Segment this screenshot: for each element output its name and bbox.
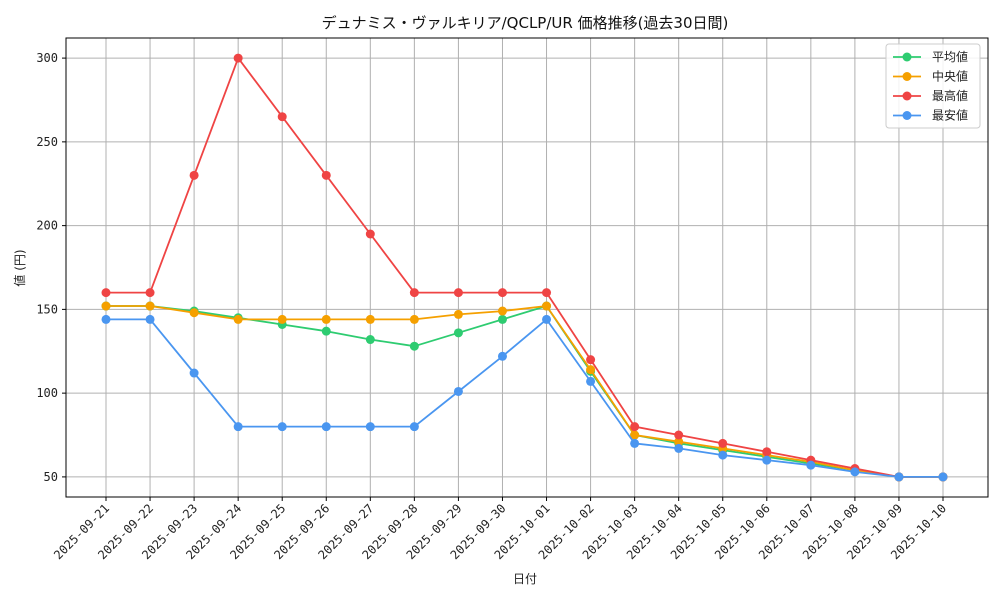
legend-swatch-marker bbox=[902, 91, 912, 101]
series-line bbox=[106, 305, 943, 478]
legend-item: 中央値 bbox=[893, 69, 968, 84]
data-point bbox=[674, 430, 684, 440]
series-1 bbox=[101, 301, 948, 482]
data-point bbox=[497, 351, 507, 361]
data-point bbox=[321, 314, 331, 324]
data-point bbox=[145, 301, 155, 311]
data-point bbox=[409, 288, 419, 298]
data-point bbox=[233, 314, 243, 324]
data-point bbox=[189, 170, 199, 180]
y-tick-label: 50 bbox=[44, 470, 58, 484]
data-point bbox=[938, 472, 948, 482]
data-point bbox=[189, 308, 199, 318]
series-2 bbox=[101, 301, 948, 482]
data-point bbox=[630, 430, 640, 440]
data-point bbox=[321, 422, 331, 432]
data-point bbox=[101, 301, 111, 311]
data-point bbox=[145, 288, 155, 298]
series-line bbox=[106, 305, 943, 478]
data-point bbox=[277, 422, 287, 432]
x-axis-ticks: 2025-09-212025-09-222025-09-232025-09-24… bbox=[51, 497, 949, 562]
data-point bbox=[233, 53, 243, 63]
data-point bbox=[894, 472, 904, 482]
data-point bbox=[145, 314, 155, 324]
data-point bbox=[321, 170, 331, 180]
series-line bbox=[106, 318, 943, 478]
data-point bbox=[542, 301, 552, 311]
legend-box bbox=[885, 43, 981, 129]
data-point bbox=[453, 386, 463, 396]
plot-frame bbox=[65, 37, 989, 498]
data-point bbox=[365, 229, 375, 239]
data-point bbox=[409, 314, 419, 324]
legend-item: 最安値 bbox=[893, 108, 968, 123]
data-point bbox=[497, 306, 507, 316]
series-line bbox=[106, 57, 943, 478]
data-point bbox=[453, 328, 463, 338]
y-tick-label: 100 bbox=[36, 386, 58, 400]
series-3 bbox=[101, 53, 948, 482]
data-point bbox=[365, 335, 375, 345]
y-tick-label: 200 bbox=[36, 219, 58, 233]
data-point bbox=[365, 314, 375, 324]
data-point bbox=[674, 443, 684, 453]
data-point bbox=[718, 450, 728, 460]
legend-item: 平均値 bbox=[893, 49, 968, 64]
data-point bbox=[542, 288, 552, 298]
y-axis-label: 値 (円) bbox=[12, 249, 27, 286]
legend-item: 最高値 bbox=[893, 88, 968, 103]
legend-label: 最安値 bbox=[932, 108, 968, 123]
data-point bbox=[453, 288, 463, 298]
data-point bbox=[233, 422, 243, 432]
y-tick-label: 300 bbox=[36, 51, 58, 65]
x-axis-label: 日付 bbox=[513, 572, 537, 586]
chart-title: デュナミス・ヴァルキリア/QCLP/UR 価格推移(過去30日間) bbox=[322, 14, 729, 32]
legend-swatch-marker bbox=[902, 111, 912, 120]
legend-label: 平均値 bbox=[932, 49, 968, 64]
data-point bbox=[542, 314, 552, 324]
data-point bbox=[586, 365, 596, 375]
y-axis-ticks: 50 100 150 200 250 300 bbox=[36, 51, 66, 484]
data-point bbox=[762, 447, 772, 457]
data-point bbox=[806, 460, 816, 470]
data-point bbox=[277, 112, 287, 122]
data-point bbox=[101, 314, 111, 324]
series-group bbox=[101, 53, 948, 482]
data-point bbox=[189, 368, 199, 378]
y-tick-label: 250 bbox=[36, 135, 58, 149]
legend-swatch-marker bbox=[902, 72, 912, 81]
data-point bbox=[497, 288, 507, 298]
data-point bbox=[850, 467, 860, 477]
data-point bbox=[586, 376, 596, 386]
data-point bbox=[321, 326, 331, 336]
grid bbox=[66, 38, 988, 497]
data-point bbox=[101, 288, 111, 298]
data-point bbox=[630, 422, 640, 432]
data-point bbox=[497, 314, 507, 324]
legend-label: 中央値 bbox=[932, 69, 968, 84]
data-point bbox=[586, 355, 596, 365]
data-point bbox=[762, 455, 772, 465]
data-point bbox=[409, 422, 419, 432]
series-4 bbox=[101, 314, 948, 482]
y-tick-label: 150 bbox=[36, 302, 58, 316]
data-point bbox=[365, 422, 375, 432]
data-point bbox=[453, 309, 463, 319]
legend-label: 最高値 bbox=[932, 88, 968, 103]
data-point bbox=[718, 438, 728, 448]
data-point bbox=[630, 438, 640, 448]
legend-swatch-marker bbox=[902, 52, 912, 62]
data-point bbox=[674, 437, 684, 447]
data-point bbox=[277, 314, 287, 324]
data-point bbox=[409, 341, 419, 351]
